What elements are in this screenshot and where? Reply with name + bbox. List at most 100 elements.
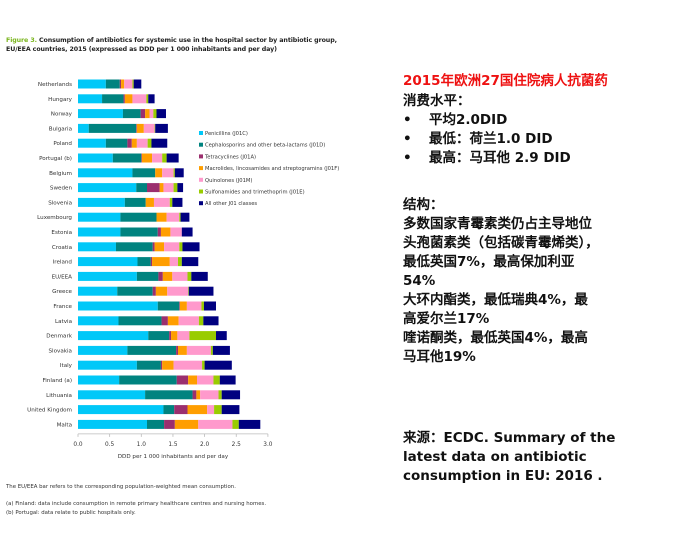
source-block: 来源：ECDC. Summary of the latest data on a…	[403, 429, 615, 486]
bar-segment	[174, 419, 199, 429]
bar-segment	[102, 94, 124, 104]
bar-segment	[164, 242, 180, 252]
source-line: 来源：ECDC. Summary of the	[403, 430, 616, 446]
bullet-text: 最低：荷兰1.0 DID	[429, 131, 553, 147]
bar-segment	[78, 227, 121, 237]
bar-segment	[215, 331, 227, 341]
legend-label: Tetracyclines (J01A)	[204, 154, 256, 160]
bar-segment	[159, 183, 164, 193]
category-label: Slovenia	[48, 200, 72, 206]
bar-segment	[174, 405, 188, 415]
bar-segment	[188, 375, 198, 385]
bar-segment	[78, 405, 164, 415]
bar-segment	[124, 79, 133, 89]
legend-label: Sulfonamides and trimethoprim (J01E)	[205, 190, 305, 196]
bar-segment	[132, 94, 147, 104]
bar-segment	[148, 94, 155, 104]
category-label: Italy	[60, 363, 73, 369]
bullet-item: • 最高：马耳他 2.9 DID	[403, 149, 571, 168]
legend-label: Quinolones (J01M)	[205, 178, 252, 184]
bar-segment	[160, 227, 171, 237]
category-label: Denmark	[46, 334, 72, 340]
bar-segment	[178, 316, 199, 326]
category-label: Portugal (b)	[39, 156, 72, 162]
x-tick-label: 2.5	[232, 442, 242, 448]
bar-segment	[232, 419, 239, 429]
bar-segment	[188, 286, 214, 296]
bar-segment	[171, 331, 178, 341]
slide-heading: 2015年欧洲27国住院病人抗菌药	[403, 73, 608, 89]
legend-swatch	[199, 131, 203, 135]
bar-segment	[155, 123, 168, 133]
bar-segment	[201, 301, 204, 311]
bar-segment	[78, 123, 89, 133]
bar-segment	[163, 183, 174, 193]
bar-segment	[213, 375, 220, 385]
bar-segment	[189, 331, 216, 341]
bar-segment	[155, 168, 163, 178]
bar-segment	[182, 242, 200, 252]
x-tick-label: 3.0	[263, 442, 273, 448]
bullet-item: • 平均2.0DID	[403, 111, 571, 130]
x-tick-label: 1.0	[137, 442, 147, 448]
bar-segment	[78, 286, 118, 296]
bar-segment	[173, 360, 203, 370]
bar-segment	[146, 183, 160, 193]
bar-segment	[169, 257, 179, 267]
bar-segment	[221, 405, 240, 415]
bar-segment	[105, 79, 120, 89]
bar-segment	[146, 94, 149, 104]
bar-segment	[118, 316, 162, 326]
bar-segment	[162, 168, 174, 178]
bullet-dot: •	[403, 112, 412, 128]
bar-segment	[157, 227, 161, 237]
bar-segment	[169, 331, 172, 341]
bar-segment	[136, 138, 148, 148]
bar-segment	[78, 271, 137, 281]
bar-segment	[127, 138, 132, 148]
bar-segment	[123, 94, 125, 104]
bar-segment	[178, 257, 182, 267]
bar-segment	[141, 153, 153, 163]
category-label: United Kingdom	[27, 408, 72, 414]
bar-segment	[78, 331, 149, 341]
bar-segment	[152, 257, 170, 267]
bar-segment	[152, 286, 156, 296]
slide-subheading: 消费水平：	[403, 93, 471, 109]
figure-label: Figure 3.	[6, 37, 37, 44]
bar-segment	[78, 212, 121, 222]
bar-segment	[158, 271, 163, 281]
bar-segment	[166, 153, 179, 163]
bar-segment	[212, 345, 230, 355]
bar-segment	[177, 183, 184, 193]
bar-segment	[218, 390, 222, 400]
bar-segment	[133, 79, 142, 89]
bar-segment	[122, 109, 141, 119]
structure-line: 多数国家青霉素类仍占主导地位	[403, 216, 592, 232]
legend-swatch	[199, 166, 203, 171]
bar-segment	[162, 153, 167, 163]
bar-segment	[132, 79, 134, 89]
bar-segment	[120, 227, 158, 237]
legend-label: All other J01 classes	[205, 201, 257, 207]
category-label: Latvia	[55, 319, 72, 325]
figure-title-text: Consumption of antibiotics for systemic …	[36, 37, 337, 44]
x-tick-label: 1.5	[168, 442, 178, 448]
legend-swatch	[199, 142, 203, 147]
bar-segment	[221, 390, 241, 400]
bar-segment	[187, 271, 192, 281]
bar-segment	[173, 168, 175, 178]
bar-segment	[173, 183, 178, 193]
legend-swatch	[199, 201, 203, 206]
x-tick-label: 0.0	[73, 442, 83, 448]
stacked-bar-chart: Netherlands Hungary Norway Bulgaria Poland Po…	[27, 79, 339, 460]
bar-segment	[145, 197, 154, 207]
category-label: Ireland	[53, 260, 73, 266]
bar-segment	[174, 168, 184, 178]
bar-segment	[170, 227, 182, 237]
bar-segment	[140, 109, 146, 119]
bar-segment	[179, 212, 181, 222]
bar-segment	[78, 197, 125, 207]
bar-segment	[166, 212, 180, 222]
bar-segment	[153, 109, 157, 119]
